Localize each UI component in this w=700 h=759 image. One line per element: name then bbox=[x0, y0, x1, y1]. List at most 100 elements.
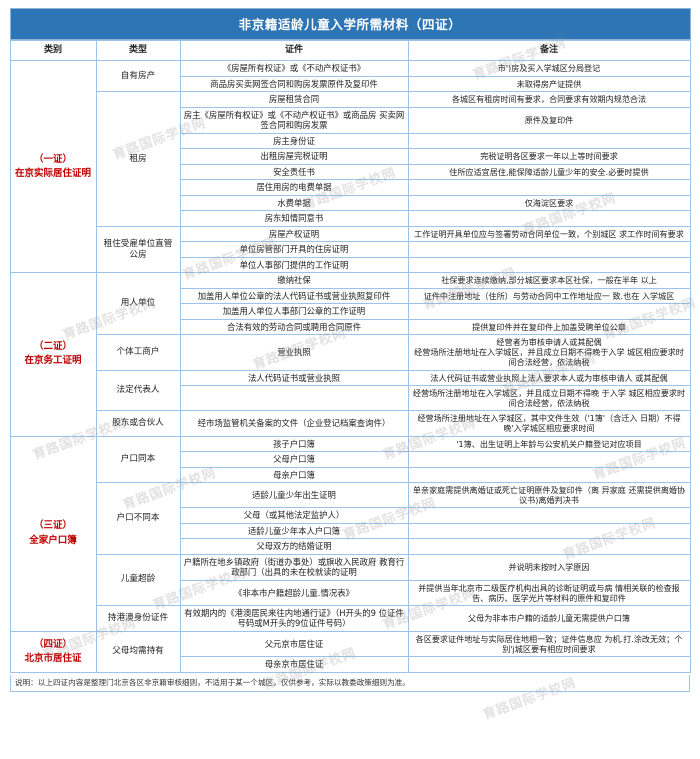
type-cell: 持港澳身份证件 bbox=[95, 604, 181, 632]
certificate-cell: 房主身份证 bbox=[179, 132, 409, 150]
column-header-category: 类别 bbox=[9, 39, 97, 62]
certificate-cell: 缴纳社保 bbox=[179, 272, 409, 289]
table-title: 非京籍适龄儿童入学所需材料（四证） bbox=[9, 8, 691, 40]
certificate-cell: 父元京市居住证 bbox=[179, 630, 409, 658]
note-cell: 并说明未按时入学原因 bbox=[407, 553, 691, 581]
certificate-cell bbox=[179, 385, 409, 412]
note-cell bbox=[407, 303, 691, 320]
type-cell: 租住受雇单位直管公房 bbox=[95, 225, 181, 274]
type-cell: 户口不同本 bbox=[95, 482, 181, 555]
note-cell: 证件中注册地址（住所）与劳动合同中工作地址应一 致.也在 入学城区 bbox=[407, 287, 691, 305]
note-cell bbox=[407, 179, 691, 196]
note-cell: 住所应适宜居住,能保障适龄儿童少年的安全.必要时提供 bbox=[407, 163, 691, 181]
table-row: 经营场所注册地址在入学城区，并且成立日期不得晚 于入学 城区相应要求时间合法经营… bbox=[10, 385, 691, 412]
table-row: 加盖用人单位人事部门公章的工作证明 bbox=[10, 303, 691, 320]
table-row: 父母（或其他法定监护人） bbox=[10, 507, 691, 524]
note-cell bbox=[407, 507, 691, 524]
note-cell: 父母为非本市户籍的适龄儿童无需提供户口簿 bbox=[407, 604, 691, 632]
note-cell: 经营者为审核申请人或其配偶 经营场所注册地址在入学城区，并且成立日期不得晚于入学 … bbox=[407, 334, 691, 371]
note-cell bbox=[407, 656, 691, 673]
note-cell: 工作证明开具单位应与签署劳动合同单位一致，个别城区 求工作时间有要求 bbox=[407, 225, 691, 243]
note-cell: 法人代码证书或营业执照上法人要求本人或为审核申请人 或其配偶 bbox=[407, 369, 691, 387]
note-cell bbox=[407, 256, 691, 274]
header-row: 类别 类型 证件 备注 bbox=[9, 39, 691, 62]
note-cell bbox=[407, 210, 691, 227]
certificate-cell: 父母（或其他法定监护人） bbox=[179, 507, 409, 524]
certificate-cell: 孩子户口簿 bbox=[179, 435, 409, 452]
note-cell: '1簿、出生证明上年龄与公安机关户籍登记对应项目 bbox=[407, 435, 691, 452]
table-header: 类别 类型 证件 备注 bbox=[9, 39, 691, 62]
note-cell: 单亲家庭需提供离婚证或死亡证明原件及复印件（离 异家庭 还需提供离婚协议书)离婚… bbox=[407, 482, 691, 509]
certificate-cell: 父母户口簿 bbox=[179, 451, 409, 468]
certificate-cell: 加盖用人单位公章的法人代码证书或营业执照复印件 bbox=[179, 287, 409, 305]
certificate-cell: 房屋产权证明 bbox=[179, 225, 409, 243]
certificate-cell: 经市场监管机关备案的文件（企业登记档案查询件） bbox=[179, 410, 409, 437]
category-cell: （二证） 在京务工证明 bbox=[9, 272, 97, 437]
table-row: （四证） 北京市居住证 父母均需持有 父元京市居住证 各区要求证件地址与实际居住地相一致… bbox=[9, 630, 691, 673]
certificate-cell: 单位人事部门提供的工作证明 bbox=[179, 256, 409, 274]
certificate-cell: 母亲户口簿 bbox=[179, 466, 409, 483]
certificate-cell: 《非本市户籍超龄儿童.情况表》 bbox=[179, 579, 409, 606]
note-cell: 经营场所注册地址在入学城区，并且成立日期不得晚 于入学 城区相应要求时间合法经营… bbox=[407, 385, 691, 412]
type-cell: 自有房产 bbox=[95, 60, 181, 93]
certificate-cell: 有效期内的《港澳居民来往内地通行证》（H开头的9 位证件号码或M开头的9位证件号… bbox=[179, 604, 409, 632]
table-row: 水费单据 仅海淀区要求 bbox=[10, 194, 691, 212]
certificate-cell: 户籍所在地乡镇政府（街道办事处）或旗收入民政府 教育行政部门（出具的未在校就读的… bbox=[179, 553, 409, 581]
certificate-cell: 安全责任书 bbox=[179, 163, 409, 181]
certificate-cell: 房屋租赁合同 bbox=[179, 91, 409, 108]
certificate-cell: 单位房管部门开具的住房证明 bbox=[179, 241, 409, 258]
table-row: 儿童超龄 户籍所在地乡镇政府（街道办事处）或旗收入民政府 教育行政部门（出具的未在… bbox=[10, 553, 691, 606]
note-cell: 市')房及买入学城区分局登记 bbox=[407, 60, 691, 77]
note-cell: 完税证明各区要求一年以上等时间要求 bbox=[407, 148, 691, 165]
note-cell: 社保要求连续缴纳,部分城区要求本区社保，一般在半年 以上 bbox=[407, 272, 691, 289]
table-row: （三证） 全家户口簿 户口同本 孩子户口簿 '1簿、出生证明上年龄与公安机关户籍登记对应… bbox=[9, 435, 691, 632]
note-cell: 各区要求证件地址与实际居住地相一致；证件信息应 为机.打.涂改无效；个别'j城区… bbox=[407, 630, 691, 658]
type-cell: 户口同本 bbox=[95, 435, 181, 484]
type-cell: 个体工商户 bbox=[95, 334, 181, 371]
table-row: 房主身份证 bbox=[10, 132, 691, 150]
certificate-cell: 合法有效的劳动合同或聘用合同原件 bbox=[179, 318, 409, 336]
document-page: 非京籍适龄儿童入学所需材料（四证） 类别 类型 证件 备注 （一证） 在京实际居住… bbox=[0, 8, 700, 723]
certificate-cell: 商品房买卖网签合同和购房发票原件及复印件 bbox=[179, 75, 409, 93]
certificate-cell: 父母双方的结婚证明 bbox=[179, 538, 409, 555]
category-cell: （一证） 在京实际居住证明 bbox=[9, 60, 97, 274]
certificate-cell: 适龄儿童少年出生证明 bbox=[179, 482, 409, 509]
note-cell: 经营场所注册地址在入学城区，其中文件生效（'1簿'（含迁入 日期）不得晚'入学城… bbox=[407, 410, 691, 437]
table-row: （二证） 在京务工证明 用人单位 缴纳社保 社保要求连续缴纳,部分城区要求本区社保，一般… bbox=[9, 272, 691, 437]
table-row: （一证） 在京实际居住证明 自有房产 《房屋所有权证》或《不动产权证书》 市')房及买入… bbox=[9, 60, 691, 274]
table-row: 适龄儿童少年本人户口簿 bbox=[10, 522, 691, 540]
table-row: 《非本市户籍超龄儿童.情况表》 并提供当年北京市二级医疗机构出具的诊断证明或与病 … bbox=[10, 579, 691, 606]
note-cell bbox=[407, 451, 691, 468]
certificate-cell: 加盖用人单位人事部门公章的工作证明 bbox=[179, 303, 409, 320]
note-cell: 未取得房产证提供 bbox=[407, 75, 691, 93]
note-cell: 并提供当年北京市二级医疗机构出具的诊断证明或与病 情相关联的检查报告、病历、医学… bbox=[407, 579, 691, 606]
type-cell: 法定代表人 bbox=[95, 369, 181, 412]
certificate-cell: 出租房屋完税证明 bbox=[179, 148, 409, 165]
table-row: 房东知情同意书 bbox=[10, 210, 691, 227]
table-row: 股东或合伙人 经市场监管机关备案的文件（企业登记档案查询件） 经营场所注册地址在入学… bbox=[10, 410, 691, 437]
column-header-note: 备注 bbox=[407, 39, 691, 62]
type-cell: 用人单位 bbox=[95, 272, 181, 336]
table-row: 个体工商户 营业执照 经营者为审核申请人或其配偶 经营场所注册地址在入学城区，并且成立… bbox=[10, 334, 691, 371]
note-cell bbox=[407, 132, 691, 150]
note-cell bbox=[407, 466, 691, 483]
type-cell: 股东或合伙人 bbox=[95, 410, 181, 437]
category-cell: （四证） 北京市居住证 bbox=[9, 630, 97, 673]
table-row: 单位人事部门提供的工作证明 bbox=[10, 256, 691, 274]
type-cell: 父母均需持有 bbox=[95, 630, 181, 673]
requirements-table: 非京籍适龄儿童入学所需材料（四证） 类别 类型 证件 备注 （一证） 在京实际居住… bbox=[9, 8, 691, 673]
type-cell: 租房 bbox=[95, 91, 181, 227]
table-row: 商品房买卖网签合同和购房发票原件及复印件 未取得房产证提供 bbox=[10, 75, 691, 93]
table-row: 居住用房的电费单据 bbox=[10, 179, 691, 196]
note-cell bbox=[407, 538, 691, 555]
certificate-cell: 居住用房的电费单据 bbox=[179, 179, 409, 196]
note-cell: 提供复印件并在复印件上加盖受聘单位公章 bbox=[407, 318, 691, 336]
column-header-certificate: 证件 bbox=[179, 39, 409, 62]
note-cell bbox=[407, 522, 691, 540]
table-row: 租房 房屋租赁合同 各城区有租房时间有要求，合同要求有效期内规范合法 bbox=[10, 91, 691, 227]
table-row: 法定代表人 法人代码证书或营业执照 法人代码证书或营业执照上法人要求本人或为审核申请… bbox=[10, 369, 691, 412]
certificate-cell: 法人代码证书或营业执照 bbox=[179, 369, 409, 387]
column-header-type: 类型 bbox=[95, 39, 181, 62]
table-row: 持港澳身份证件 有效期内的《港澳居民来往内地通行证》（H开头的9 位证件号码或M开… bbox=[10, 604, 691, 632]
note-cell: 原件及复印件 bbox=[407, 106, 691, 134]
